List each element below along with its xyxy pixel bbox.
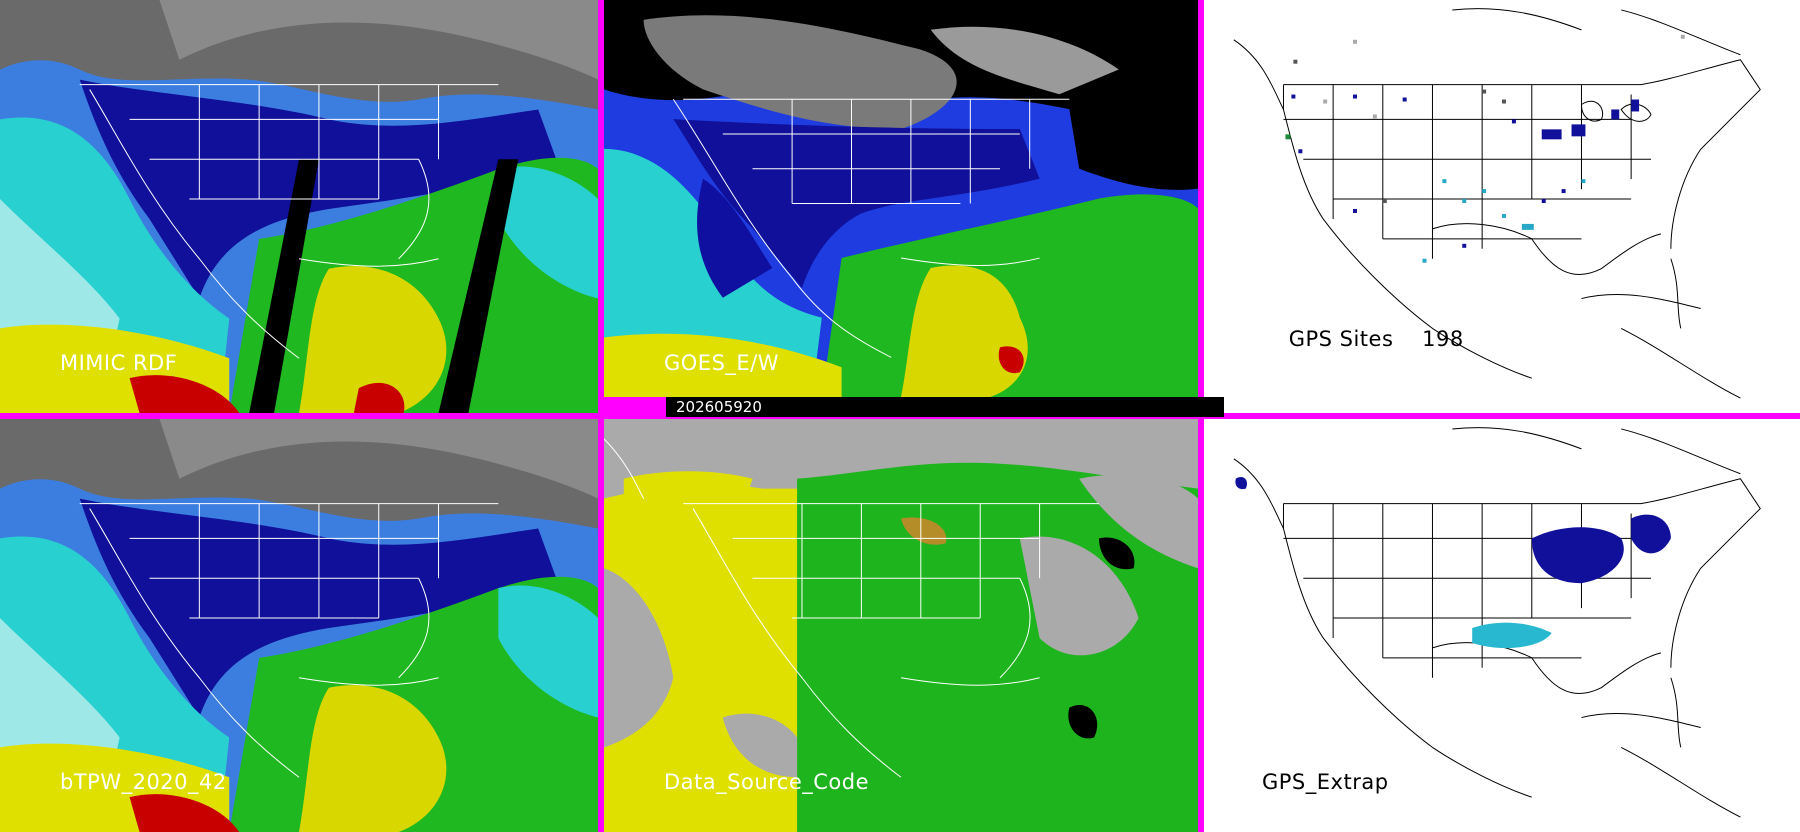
extrap-blob-gulf <box>1472 622 1552 649</box>
gps-extrap-panel: GPS_Extrap <box>1204 419 1800 832</box>
goes-ew-panel: GOES_E/W <box>604 0 1198 397</box>
gps-sites-panel: GPS Sites 198 <box>1204 0 1800 413</box>
gps-sites-map <box>1204 0 1800 413</box>
data-source-code-map <box>604 419 1198 832</box>
panel-label: MIMIC RDF <box>60 351 178 375</box>
panel-label: GOES_E/W <box>664 351 780 375</box>
panel-label: GPS Sites 198 <box>1260 303 1464 375</box>
btpw-panel: bTPW_2020_42 <box>0 419 598 832</box>
panel-label: bTPW_2020_42 <box>60 770 227 794</box>
timestamp-text: 202605920 <box>676 398 762 416</box>
gps-sites-title: GPS Sites <box>1288 327 1394 351</box>
gps-sites-count: 198 <box>1422 327 1464 351</box>
extrap-blob-northeast <box>1631 514 1671 554</box>
mimic-rdf-map <box>0 0 598 413</box>
panel-label: Data_Source_Code <box>664 770 870 794</box>
timestamp-bar: 202605920 <box>666 397 1224 417</box>
mimic-rdf-panel: MIMIC RDF <box>0 0 598 413</box>
data-source-code-panel: Data_Source_Code <box>604 419 1198 832</box>
gps-site-markers <box>1285 34 1685 263</box>
goes-ew-map <box>604 0 1198 397</box>
btpw-map <box>0 419 598 832</box>
extrap-blob-ohio <box>1531 527 1624 584</box>
panel-label: GPS_Extrap <box>1262 770 1389 794</box>
gps-extrap-map <box>1204 419 1800 832</box>
gps-sites-spacer <box>1393 327 1422 351</box>
